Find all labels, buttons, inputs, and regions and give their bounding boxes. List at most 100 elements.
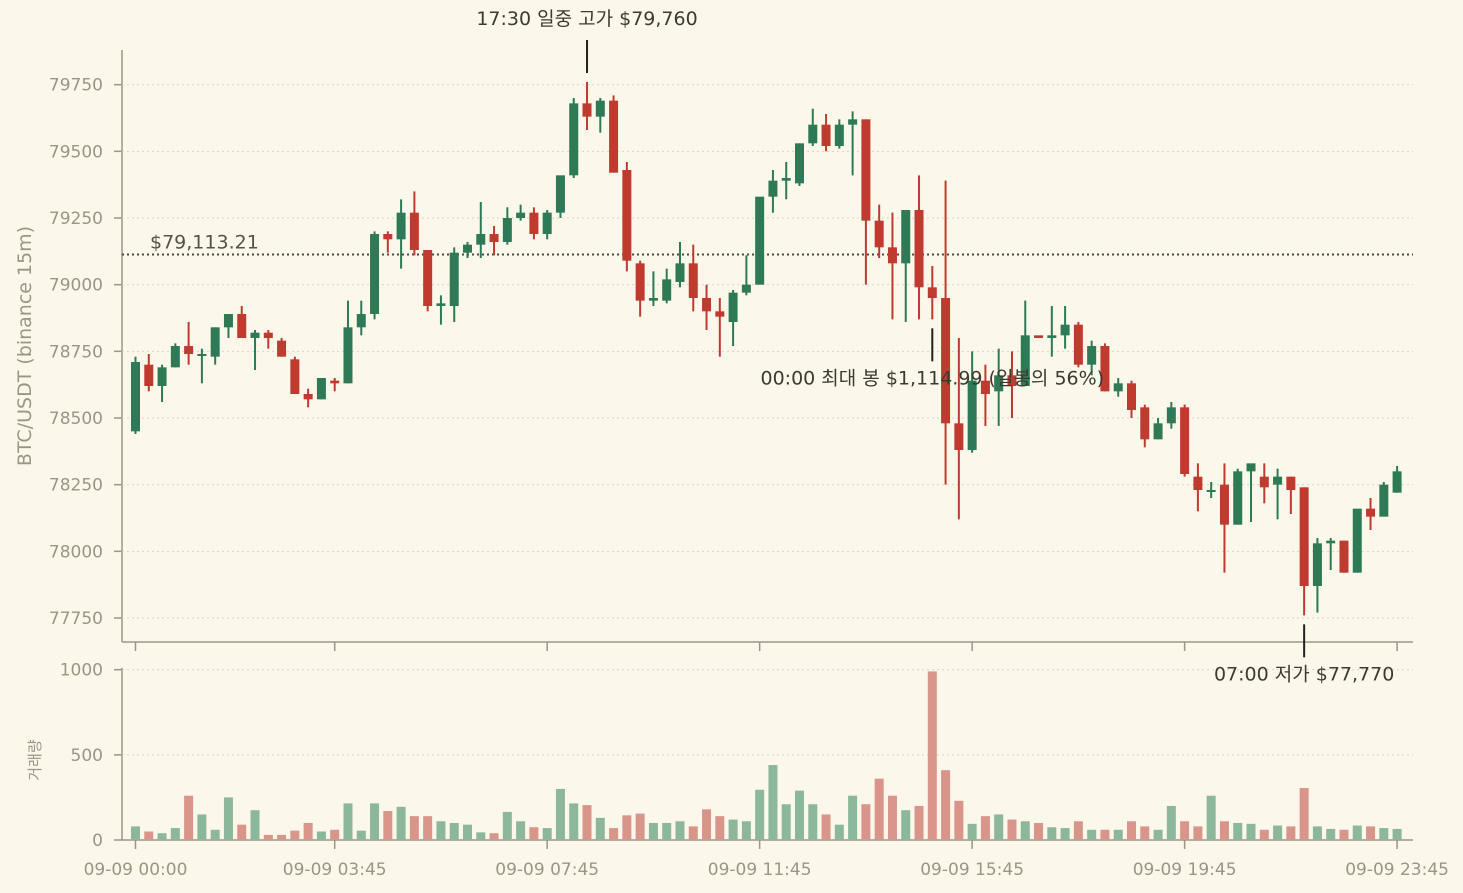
- volume-bar: [1166, 805, 1176, 840]
- volume-bar: [1060, 828, 1070, 840]
- candle-body: [622, 170, 632, 261]
- candle-body: [1034, 335, 1044, 338]
- candle: [741, 255, 751, 296]
- volume-bar: [1246, 823, 1256, 840]
- candle: [237, 306, 247, 338]
- candle-body: [1312, 543, 1322, 586]
- x-tick-label: 09-09 00:00: [84, 860, 188, 880]
- candle: [874, 204, 884, 258]
- price-tick-label: 78750: [49, 342, 103, 362]
- volume-bar: [1113, 829, 1123, 840]
- candle-body: [569, 103, 579, 176]
- candle-body: [463, 244, 472, 253]
- volume-bar: [1127, 821, 1136, 840]
- volume-bar: [277, 834, 287, 840]
- candle-body: [755, 196, 765, 285]
- candle-body: [980, 380, 990, 394]
- volume-bar: [887, 795, 897, 840]
- volume-bar: [781, 804, 791, 840]
- candle-body: [250, 332, 260, 338]
- reference-line-label: $79,113.21: [150, 231, 259, 253]
- candle-body: [1166, 407, 1176, 424]
- candle: [502, 207, 512, 245]
- candle-body: [343, 327, 353, 384]
- volume-bar: [648, 822, 658, 840]
- candle: [144, 354, 154, 392]
- candle: [316, 378, 326, 400]
- volume-bar: [768, 765, 778, 840]
- candle: [848, 111, 858, 176]
- candle: [396, 199, 406, 269]
- candle: [1259, 463, 1269, 504]
- volume-bar: [250, 810, 260, 840]
- volume-bar: [1087, 829, 1097, 840]
- volume-bar: [755, 789, 765, 840]
- candle: [1100, 343, 1110, 392]
- volume-bar: [582, 805, 592, 840]
- candle-body: [1379, 484, 1389, 517]
- volume-bar: [1007, 819, 1017, 840]
- candle-body: [635, 263, 645, 301]
- price-y-ticks: 77750 78000 78250 78500 78750 79000 79250 79500…: [49, 76, 122, 629]
- volume-bar: [1193, 826, 1203, 840]
- candle-body: [861, 119, 871, 221]
- candle: [914, 175, 924, 320]
- candle: [1352, 508, 1362, 573]
- candle: [356, 300, 366, 336]
- candle-body: [874, 220, 884, 248]
- candle-body: [409, 212, 419, 250]
- volume-bar: [1352, 825, 1362, 840]
- candle-body: [1193, 476, 1203, 490]
- candle: [861, 119, 871, 285]
- volume-bar: [1273, 825, 1283, 840]
- volume-bar: [848, 795, 858, 840]
- candle: [622, 162, 632, 272]
- volume-bar: [662, 822, 672, 840]
- candle-body: [1206, 490, 1216, 492]
- candle-body: [237, 314, 247, 338]
- volume-bar: [157, 833, 167, 840]
- volume-bar: [131, 826, 140, 840]
- candle: [1246, 463, 1256, 522]
- volume-bar: [423, 816, 433, 840]
- candle-body: [184, 346, 194, 354]
- volume-bar: [994, 814, 1004, 840]
- volume-bar: [396, 806, 406, 840]
- volume-bar: [516, 821, 526, 840]
- candle: [1312, 538, 1322, 613]
- candle: [1339, 540, 1349, 573]
- candle-body: [1047, 335, 1057, 338]
- candle-body: [848, 119, 858, 125]
- candle: [994, 348, 1004, 426]
- candle-body: [542, 212, 552, 234]
- volume-bar: [1366, 826, 1376, 840]
- candle: [1219, 463, 1229, 573]
- candle-body: [715, 311, 725, 317]
- candle-body: [1113, 383, 1123, 392]
- candle-body: [370, 234, 380, 314]
- volume-bar: [316, 831, 326, 840]
- candle: [409, 191, 419, 256]
- volume-bar: [821, 814, 831, 840]
- candle: [529, 207, 539, 240]
- candle: [1153, 418, 1163, 440]
- candle-body: [1366, 508, 1376, 517]
- candle-body: [210, 327, 220, 357]
- volume-bar: [343, 803, 353, 840]
- volume-bar: [1100, 829, 1110, 840]
- candle-body: [582, 103, 592, 117]
- candle-body: [170, 346, 180, 368]
- candle-body: [1219, 484, 1229, 525]
- volume-bar: [356, 830, 366, 840]
- candle: [476, 202, 486, 258]
- volume-x-ticks: 09-09 00:00 09-09 03:45 09-09 07:45 09-09 1…: [84, 840, 1449, 880]
- candle-body: [423, 250, 433, 306]
- candle: [1073, 322, 1083, 368]
- candle: [728, 290, 738, 346]
- volume-bar: [914, 805, 924, 840]
- candle: [250, 330, 260, 370]
- volume-bar: [728, 819, 738, 840]
- volume-bar: [635, 813, 645, 840]
- volume-bar: [1392, 828, 1402, 840]
